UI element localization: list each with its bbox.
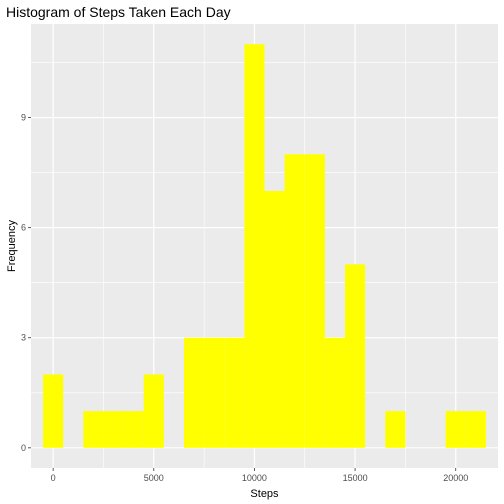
- histogram-bar: [103, 411, 124, 448]
- y-tick-label: 9: [21, 113, 26, 123]
- x-tick-label: 10000: [242, 473, 267, 483]
- y-tick-label: 3: [21, 333, 26, 343]
- histogram-bar: [244, 44, 265, 448]
- histogram-bar: [465, 411, 486, 448]
- histogram-bar: [123, 411, 144, 448]
- x-axis: 0 5000 10000 15000 20000: [51, 468, 468, 483]
- histogram-bar: [224, 337, 245, 448]
- x-tick-label: 20000: [443, 473, 468, 483]
- histogram-bar: [204, 337, 225, 448]
- histogram-bar: [43, 374, 64, 448]
- x-axis-title: Steps: [250, 488, 279, 500]
- histogram-bar: [183, 337, 205, 448]
- y-tick-label: 6: [21, 223, 26, 233]
- histogram-bar: [445, 411, 466, 448]
- histogram-bar: [345, 264, 366, 448]
- histogram-bar: [143, 374, 164, 448]
- histogram-bar: [304, 154, 325, 448]
- y-axis-title: Frequency: [6, 220, 18, 272]
- histogram-bar: [385, 411, 406, 448]
- histogram-bars: [43, 44, 486, 448]
- chart-title: Histogram of Steps Taken Each Day: [6, 4, 231, 20]
- x-tick-label: 0: [51, 473, 56, 483]
- x-tick-label: 5000: [144, 473, 164, 483]
- y-tick-label: 0: [21, 443, 26, 453]
- x-tick-label: 15000: [343, 473, 368, 483]
- histogram-bar: [284, 154, 305, 448]
- histogram-bar: [264, 190, 285, 448]
- histogram-bar: [324, 337, 346, 448]
- y-axis: 0 3 6 9: [21, 113, 31, 453]
- histogram-bar: [83, 411, 104, 448]
